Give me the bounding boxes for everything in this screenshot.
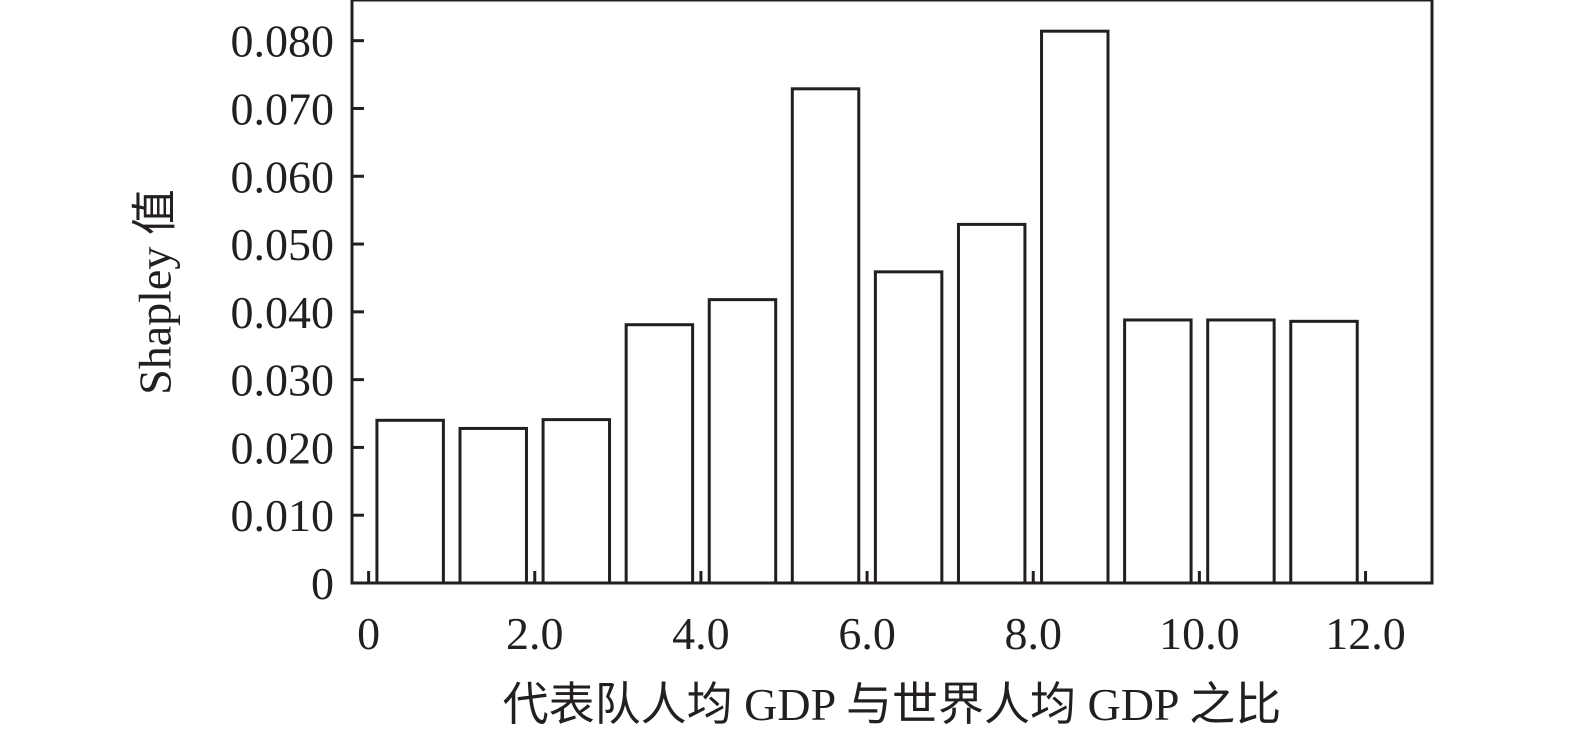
y-tick-label-1: 0.010 [231, 490, 335, 541]
bar-10 [1123, 318, 1193, 585]
x-tick-label-1: 2.0 [506, 608, 564, 659]
bar-6 [790, 87, 861, 585]
bar-11 [1206, 318, 1276, 585]
x-tick-label-0: 0 [357, 608, 380, 659]
bar-7 [873, 270, 944, 585]
y-tick-label-6: 0.060 [231, 151, 335, 202]
x-tick-label-5: 10.0 [1159, 608, 1240, 659]
y-axis-title: Shapley 值 [130, 189, 181, 395]
y-tick-label-2: 0.020 [231, 422, 335, 473]
bar-1 [375, 418, 445, 585]
y-tick-label-4: 0.040 [231, 287, 335, 338]
bar-9 [1040, 29, 1110, 585]
bar-12 [1289, 319, 1359, 585]
x-tick-label-2: 4.0 [672, 608, 730, 659]
bar-5 [707, 298, 778, 585]
x-tick-label-4: 8.0 [1004, 608, 1062, 659]
x-tick-label-6: 12.0 [1325, 608, 1406, 659]
bars-layer [375, 29, 1359, 585]
y-tick-label-3: 0.030 [231, 355, 335, 406]
axes-layer [350, 0, 1434, 585]
x-axis-title: 代表队人均 GDP 与世界人均 GDP 之比 [503, 679, 1282, 730]
ticks-layer: 0 0.010 0.020 0.030 0.040 0.050 0.060 0.070 0.08… [231, 16, 1406, 659]
x-tick-label-3: 6.0 [838, 608, 896, 659]
bar-3 [541, 418, 612, 585]
y-tick-label-7: 0.070 [231, 83, 335, 134]
bar-2 [458, 426, 528, 585]
plot-frame [350, 0, 1434, 585]
y-tick-label-5: 0.050 [231, 219, 335, 270]
y-tick-label-0: 0 [311, 558, 334, 609]
bar-8 [956, 222, 1027, 585]
bar-4 [624, 323, 695, 585]
y-tick-label-8: 0.080 [231, 16, 335, 67]
